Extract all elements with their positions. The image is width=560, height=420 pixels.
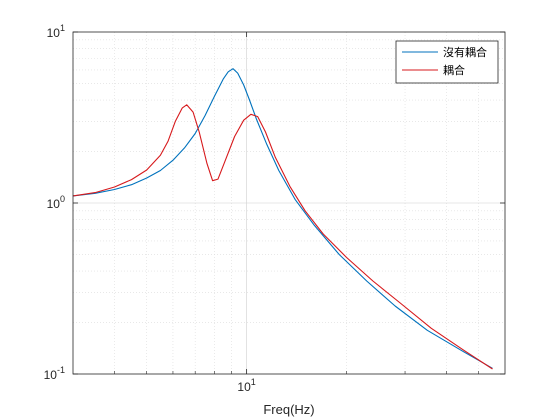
y-tick-label: 100 — [47, 194, 65, 211]
tick-labels: 101 10-1 100 101 — [44, 23, 256, 394]
tick-marks — [73, 31, 505, 375]
series-layer — [72, 68, 493, 370]
legend-label-1: 耦合 — [443, 63, 465, 77]
y-tick-label: 10-1 — [44, 365, 65, 382]
legend-label-0: 沒有耦合 — [443, 45, 487, 59]
grid — [73, 32, 505, 374]
x-axis-title: Freq(Hz) — [263, 402, 314, 417]
series-line-0 — [72, 68, 493, 369]
x-tick-label: 101 — [237, 377, 255, 394]
y-tick-label: 101 — [47, 23, 65, 40]
series-line-1 — [72, 104, 493, 370]
legend-box — [395, 40, 499, 84]
